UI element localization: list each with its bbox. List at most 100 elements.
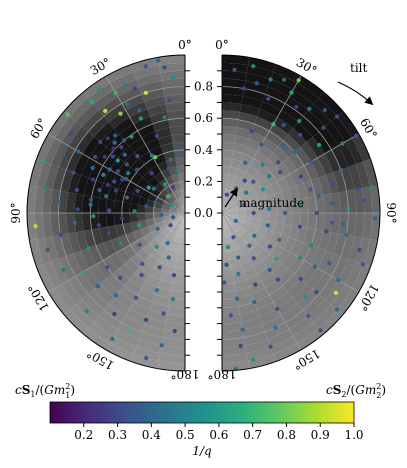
left-density-cell [137, 177, 149, 190]
left-density-cell [157, 254, 169, 265]
left-density-cell [113, 79, 140, 97]
right-density-cell [348, 236, 363, 262]
left-scatter-point [137, 108, 142, 113]
right-density-cell [235, 201, 245, 208]
left-density-cell [172, 218, 180, 226]
left-density-cell [121, 94, 145, 111]
right-scatter-point [369, 184, 374, 189]
left-density-cell [142, 243, 155, 256]
right-scatter-point [309, 243, 314, 248]
left-density-cell [124, 258, 140, 274]
left-scatter-point [65, 112, 70, 117]
left-density-cell [43, 137, 62, 165]
magnitude-arrow [224, 187, 238, 208]
left-density-cell [149, 302, 169, 315]
left-scatter-point [168, 223, 173, 228]
left-scatter-point [91, 214, 96, 219]
right-scatter-point [330, 201, 335, 206]
left-density-cell [125, 231, 138, 245]
right-density-cell [235, 287, 252, 299]
left-density-cell [182, 220, 185, 229]
left-scatter-point [111, 146, 116, 151]
right-density-cell [330, 213, 341, 234]
left-density-cell [109, 252, 125, 269]
right-density-cell [273, 291, 294, 309]
left-density-cell [73, 153, 90, 176]
left-polar-panel [26, 54, 186, 372]
left-density-cell [118, 285, 138, 302]
left-density-cell [48, 111, 71, 138]
right-density-cell [222, 353, 249, 364]
left-density-cell [165, 314, 185, 324]
left-density-cell [164, 231, 174, 241]
left-density-cell [155, 127, 172, 139]
right-scatter-point [297, 224, 302, 229]
right-density-cell [282, 134, 301, 153]
right-density-cell [224, 219, 230, 228]
right-density-cell [260, 213, 270, 222]
left-scatter-point [171, 273, 177, 278]
right-density-cell [228, 205, 237, 211]
right-density-cell [233, 231, 243, 241]
right-density-cell [235, 218, 245, 225]
left-density-cell [124, 279, 142, 296]
left-density-cell [88, 161, 103, 181]
left-scatter-point [76, 149, 81, 154]
colorbar-tick-label: 0.2 [74, 428, 93, 442]
right-density-cell [222, 118, 239, 128]
left-density-cell [106, 213, 115, 227]
right-scatter-point [224, 192, 229, 197]
left-density-cell [96, 260, 113, 280]
left-axis-label: cS1/(Gm2 1) [15, 382, 75, 400]
left-density-cell [66, 149, 83, 173]
right-density-cell [338, 258, 356, 285]
right-scatter-point [308, 187, 313, 192]
left-density-cell [136, 339, 162, 354]
right-density-cell [363, 158, 378, 187]
right-scatter-point [251, 357, 256, 362]
left-density-cell [125, 101, 148, 118]
right-scatter-point [273, 325, 278, 330]
right-density-cell [245, 213, 254, 219]
left-density-cell [93, 315, 118, 337]
left-angular-gridline [105, 212, 186, 351]
right-scatter-point [244, 190, 249, 195]
left-scatter-point [174, 151, 179, 156]
right-density-cell [355, 161, 370, 189]
right-density-cell [234, 279, 250, 291]
right-density-cell [232, 240, 242, 251]
left-scatter-point [74, 187, 79, 193]
right-density-cell [222, 94, 243, 105]
colorbar-tick-label: 0.4 [142, 428, 161, 442]
left-density-cell [164, 321, 185, 332]
left-density-cell [82, 110, 104, 132]
right-density-cell [242, 182, 253, 193]
left-scatter-point [124, 162, 129, 167]
left-density-cell [44, 164, 59, 190]
left-density-cell [159, 237, 170, 248]
right-density-cell [238, 302, 258, 315]
right-scatter-point [267, 267, 272, 272]
left-density-cell [137, 213, 147, 222]
right-density-cell [247, 238, 259, 250]
left-scatter-point [57, 199, 62, 205]
right-density-cell [245, 249, 258, 261]
right-density-cell [288, 225, 300, 241]
right-density-cell [306, 136, 325, 158]
left-outer-arc [26, 54, 186, 372]
left-density-cell [121, 202, 131, 213]
right-density-cell [317, 250, 334, 273]
left-density-cell [160, 228, 170, 238]
right-density-cell [290, 169, 304, 186]
left-density-cell [55, 284, 77, 310]
right-density-cell [325, 232, 339, 254]
left-density-cell [83, 76, 110, 99]
right-scatter-point [340, 141, 345, 146]
right-density-cell [268, 203, 278, 213]
left-density-cell [147, 193, 158, 203]
right-density-cell [222, 267, 233, 277]
right-density-cell [257, 109, 278, 125]
right-scatter-point [251, 64, 256, 69]
left-density-cell [37, 161, 52, 189]
right-density-cell [257, 144, 273, 159]
